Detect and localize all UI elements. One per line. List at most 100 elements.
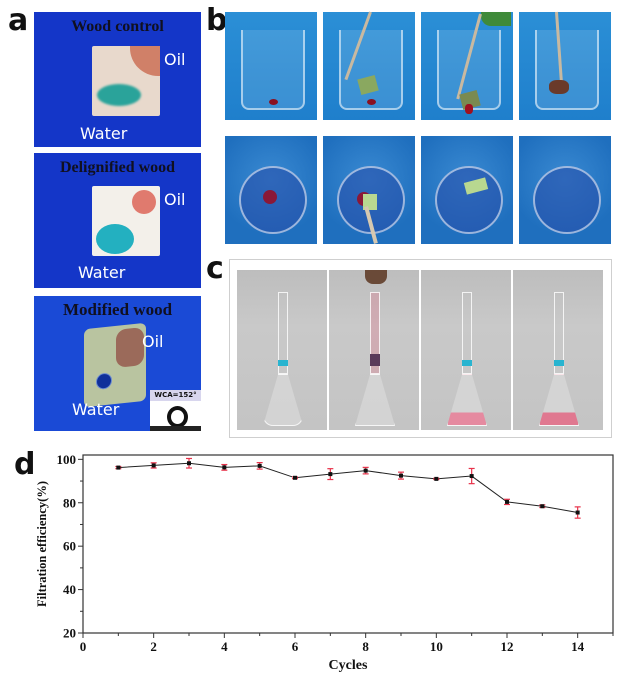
x-tick-label: 10 xyxy=(430,639,443,654)
x-tick-label: 12 xyxy=(501,639,514,654)
beaker-side-4 xyxy=(519,11,611,120)
wood-filter xyxy=(462,360,472,366)
data-point xyxy=(505,499,509,504)
flask xyxy=(539,374,579,426)
data-point xyxy=(151,463,156,468)
beaker-top-2 xyxy=(323,136,415,244)
panel-letter-d: d xyxy=(14,447,36,482)
funnel-tube xyxy=(462,292,472,374)
data-point xyxy=(328,472,333,477)
beaker-side-1 xyxy=(225,12,317,120)
flask xyxy=(263,374,303,426)
beaker-top-3 xyxy=(421,136,513,244)
y-tick-label: 20 xyxy=(63,626,76,641)
x-tick-label: 4 xyxy=(221,639,228,654)
series-line xyxy=(118,462,578,514)
wood-filter xyxy=(370,354,380,366)
contact-angle-inset: WCA=152° xyxy=(150,390,201,431)
photo-modified-wood: Modified wood Oil Water WCA=152° xyxy=(34,296,201,431)
flask-photo-1 xyxy=(237,270,327,430)
beaker-top-1 xyxy=(225,136,317,244)
data-point xyxy=(575,510,580,515)
wood-filter xyxy=(278,360,288,366)
y-tick-label: 80 xyxy=(63,495,76,510)
sample-title: Wood control xyxy=(71,18,164,35)
panel-letter-b: b xyxy=(206,3,228,38)
droplet-icon xyxy=(167,406,188,428)
hand xyxy=(365,270,387,284)
oil-stain xyxy=(132,190,156,214)
data-point xyxy=(540,504,545,509)
x-axis-label: Cycles xyxy=(329,658,368,673)
data-point xyxy=(187,461,191,466)
beaker xyxy=(435,166,503,234)
series-filtration-efficiency xyxy=(115,457,581,519)
funnel-tube xyxy=(554,292,564,374)
sample-title: Modified wood xyxy=(62,300,173,319)
filtration-efficiency-chart: 0 2 4 6 8 10 12 14 20 40 60 80 100 Cycles Filtratio… xyxy=(35,452,614,673)
wood-filter xyxy=(554,360,564,366)
photo-delignified-wood: Delignified wood Oil Water xyxy=(34,153,201,288)
wca-label: WCA=152° xyxy=(150,390,201,401)
x-axis: 0 2 4 6 8 10 12 14 xyxy=(80,633,614,654)
flask-photo-4 xyxy=(513,270,603,430)
data-point xyxy=(434,476,439,481)
wood-piece xyxy=(549,80,569,94)
wood-piece xyxy=(363,194,377,210)
x-tick-label: 14 xyxy=(571,639,585,654)
panel-letter-a: a xyxy=(8,3,29,38)
panel-letter-c: c xyxy=(206,251,224,286)
oil-label: Oil xyxy=(164,190,186,209)
data-point xyxy=(363,468,368,473)
water-label: Water xyxy=(80,124,128,143)
data-point xyxy=(399,473,403,478)
flask-photo-2 xyxy=(329,270,419,430)
flask xyxy=(355,374,395,426)
glove xyxy=(481,12,511,26)
data-point xyxy=(293,475,297,480)
oil-drop xyxy=(367,99,376,105)
wood-sample xyxy=(84,322,146,408)
oil-label: Oil xyxy=(142,332,164,351)
y-axis-label: Filtration efficiency(%) xyxy=(35,481,49,607)
oil-drop xyxy=(263,190,277,204)
y-axis: 20 40 60 80 100 xyxy=(57,452,83,641)
funnel-tube xyxy=(370,292,380,374)
beaker xyxy=(535,30,599,110)
water-stain xyxy=(97,84,141,106)
flask xyxy=(447,374,487,426)
oil-label: Oil xyxy=(164,50,186,69)
oil-drop xyxy=(269,99,278,105)
data-point xyxy=(257,463,262,468)
oil-stain xyxy=(130,46,160,76)
wood-sample xyxy=(92,46,160,116)
oil-drop xyxy=(465,104,473,114)
oil-stain xyxy=(116,326,144,368)
data-point xyxy=(116,465,121,470)
panel-c-photos xyxy=(229,259,612,438)
sample-title: Delignified wood xyxy=(59,159,176,176)
flask-photo-3 xyxy=(421,270,511,430)
funnel-tube xyxy=(278,292,288,374)
x-tick-label: 8 xyxy=(362,639,369,654)
data-point xyxy=(469,474,474,479)
beaker-side-3 xyxy=(421,12,513,120)
beaker xyxy=(241,30,305,110)
water-droplet xyxy=(96,372,112,390)
water-stain xyxy=(96,224,134,254)
wood-sample xyxy=(92,186,160,256)
data-point xyxy=(222,465,227,470)
substrate xyxy=(150,426,201,431)
y-tick-label: 100 xyxy=(57,452,77,467)
plot-frame xyxy=(82,454,614,634)
x-tick-label: 6 xyxy=(292,639,299,654)
y-tick-label: 40 xyxy=(63,582,76,597)
water-label: Water xyxy=(72,400,120,419)
beaker-top-4 xyxy=(519,136,611,244)
x-tick-label: 2 xyxy=(150,639,157,654)
beaker-side-2 xyxy=(323,11,415,120)
beaker xyxy=(533,166,601,234)
photo-wood-control: Wood control Oil Water xyxy=(34,12,201,147)
beaker xyxy=(339,30,403,110)
x-tick-label: 0 xyxy=(80,639,87,654)
